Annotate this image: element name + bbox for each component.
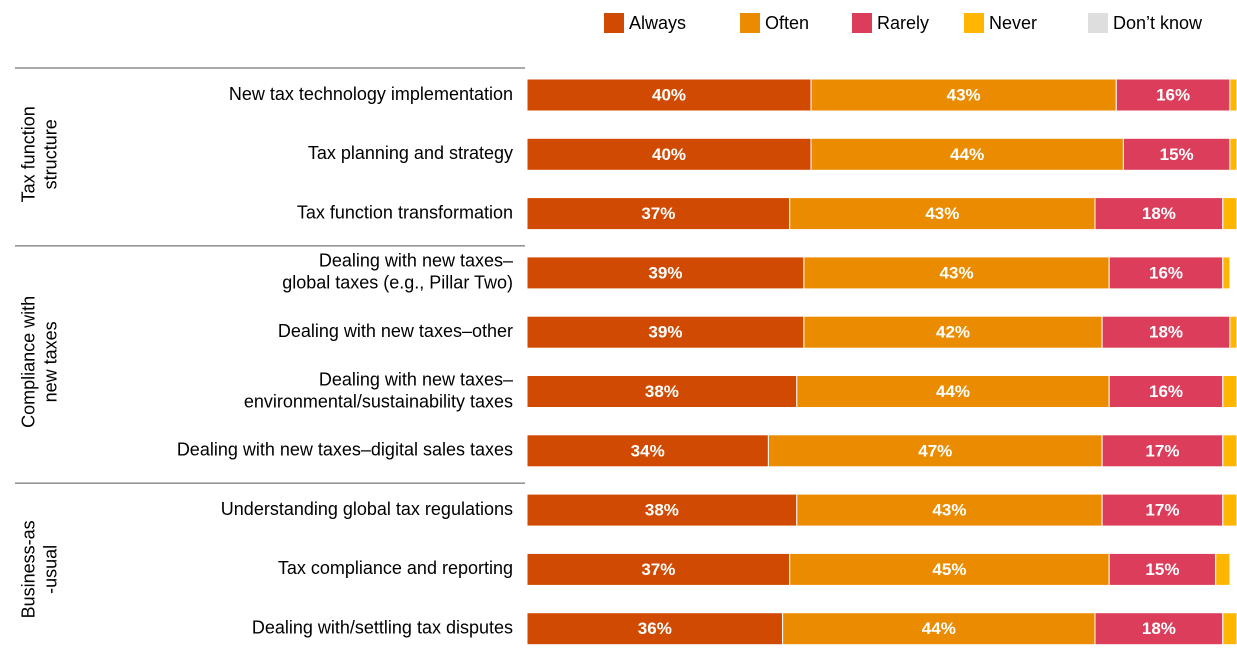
category-label: Tax function transformation: [297, 202, 513, 222]
bar-segment: [1222, 197, 1237, 231]
value-label: 18%: [1142, 204, 1176, 223]
legend-label: Rarely: [877, 13, 929, 33]
legend-swatch: [604, 13, 624, 33]
group-label: -usual: [41, 545, 61, 594]
bar-segment: [1115, 78, 1231, 112]
bar-segment: [1094, 197, 1224, 231]
category-label: Dealing with new taxes–: [319, 251, 513, 271]
bar-segment: [796, 493, 1103, 527]
category-label: Understanding global tax regulations: [221, 499, 513, 519]
bar-segment: [1222, 434, 1237, 468]
group-label: structure: [41, 119, 61, 189]
bar-segment: [789, 197, 1096, 231]
value-label: 43%: [947, 85, 981, 104]
value-label: 39%: [648, 323, 682, 342]
category-label: New tax technology implementation: [229, 84, 513, 104]
value-label: 36%: [638, 619, 672, 638]
value-label: 17%: [1145, 501, 1179, 520]
value-label: 15%: [1145, 560, 1179, 579]
group-label: Compliance with: [19, 296, 39, 428]
bar-segment: [526, 78, 812, 112]
bar-segment: [526, 434, 769, 468]
category-label: Dealing with new taxes–digital sales tax…: [177, 440, 513, 460]
legend-swatch: [740, 13, 760, 33]
value-label: 40%: [652, 145, 686, 164]
bar-segment: [1101, 493, 1224, 527]
value-label: 42%: [936, 323, 970, 342]
bar-segment: [1222, 493, 1237, 527]
bar-segment: [1229, 315, 1237, 349]
value-label: 16%: [1149, 263, 1183, 282]
value-label: 37%: [641, 204, 675, 223]
bar-segment: [1122, 137, 1231, 171]
bar-segment: [1222, 256, 1231, 290]
value-label: 38%: [645, 382, 679, 401]
value-label: 34%: [631, 441, 665, 460]
group-label: Tax function: [19, 106, 39, 202]
bar-segment: [1101, 434, 1224, 468]
legend-label: Don’t know: [1113, 13, 1203, 33]
category-label: global taxes (e.g., Pillar Two): [282, 273, 513, 293]
category-label: Dealing with new taxes–other: [278, 321, 513, 341]
category-label: Dealing with new taxes–: [319, 369, 513, 389]
bar-segment: [1229, 78, 1237, 112]
value-label: 38%: [645, 501, 679, 520]
value-label: 43%: [932, 501, 966, 520]
value-label: 16%: [1149, 382, 1183, 401]
value-label: 17%: [1145, 441, 1179, 460]
bar-segment: [1108, 375, 1224, 408]
bar-segment: [526, 375, 798, 408]
value-label: 15%: [1160, 145, 1194, 164]
legend-label: Always: [629, 13, 686, 33]
bar-segment: [526, 552, 791, 586]
value-label: 16%: [1156, 85, 1190, 104]
category-label: Dealing with/settling tax disputes: [252, 617, 513, 637]
bar-segment: [1108, 256, 1224, 290]
value-label: 44%: [936, 382, 970, 401]
bar-segment: [1215, 552, 1231, 586]
category-label: environmental/sustainability taxes: [244, 391, 513, 411]
value-label: 18%: [1149, 323, 1183, 342]
category-label: Tax compliance and reporting: [278, 558, 513, 578]
value-label: 47%: [918, 441, 952, 460]
value-label: 43%: [940, 263, 974, 282]
legend-swatch: [964, 13, 984, 33]
bar-segment: [1222, 612, 1237, 646]
bar-segment: [789, 552, 1110, 586]
bar-segment: [803, 256, 1110, 290]
legend-swatch: [852, 13, 872, 33]
group-label: new taxes: [41, 321, 61, 402]
legend-swatch: [1088, 13, 1108, 33]
bar-segment: [796, 375, 1110, 408]
value-label: 43%: [925, 204, 959, 223]
bar-segment: [782, 612, 1096, 646]
value-label: 44%: [950, 145, 984, 164]
bar-segment: [1229, 137, 1237, 171]
bar-segment: [526, 315, 805, 349]
value-label: 44%: [922, 619, 956, 638]
bar-segment: [1101, 315, 1231, 349]
value-label: 18%: [1142, 619, 1176, 638]
bar-segment: [803, 315, 1103, 349]
value-label: 37%: [641, 560, 675, 579]
value-label: 39%: [648, 263, 682, 282]
category-label: Tax planning and strategy: [308, 143, 513, 163]
value-label: 45%: [932, 560, 966, 579]
bar-segment: [526, 137, 812, 171]
bar-segment: [1222, 375, 1237, 408]
bar-segment: [810, 78, 1117, 112]
legend-label: Often: [765, 13, 809, 33]
legend-label: Never: [989, 13, 1037, 33]
value-label: 40%: [652, 85, 686, 104]
bar-segment: [526, 256, 805, 290]
bar-segment: [810, 137, 1124, 171]
bar-segment: [767, 434, 1103, 468]
group-label: Business-as: [19, 520, 39, 618]
bar-segment: [526, 493, 798, 527]
bar-segment: [1094, 612, 1224, 646]
